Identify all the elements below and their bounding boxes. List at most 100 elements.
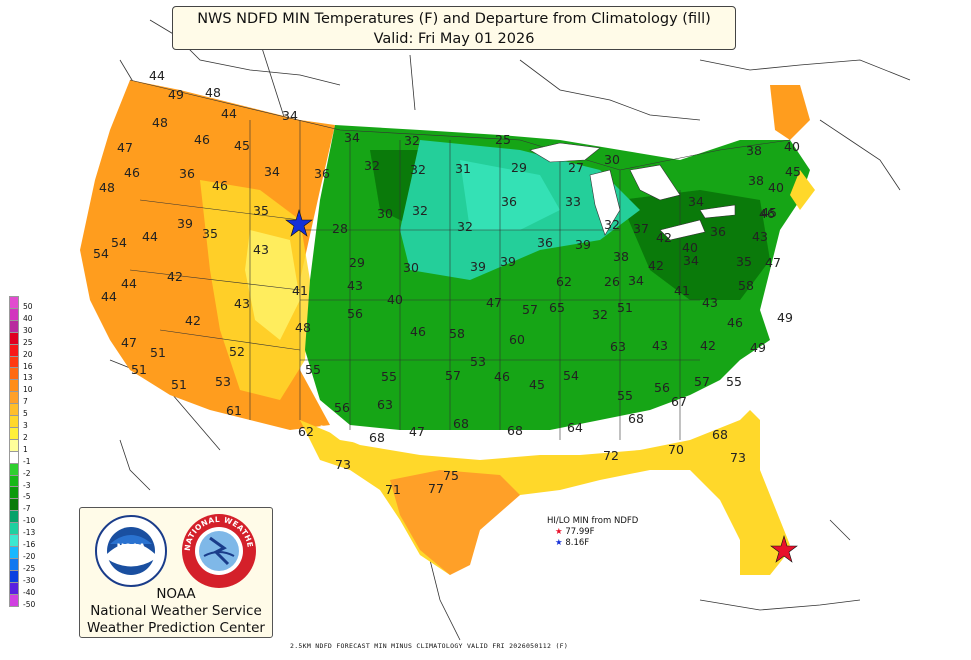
temperature-label: 56 — [654, 380, 670, 395]
temperature-label: 62 — [556, 274, 572, 289]
temperature-label: 32 — [404, 133, 420, 148]
temperature-label: 46 — [727, 315, 743, 330]
temperature-label: 46 — [759, 206, 775, 221]
legend-label: -40 — [23, 587, 36, 597]
temperature-label: 53 — [470, 354, 486, 369]
temperature-label: 68 — [369, 430, 385, 445]
temperature-label: 47 — [409, 424, 425, 439]
temperature-label: 57 — [522, 302, 538, 317]
temperature-label: 64 — [567, 420, 583, 435]
legend-label: 10 — [23, 385, 33, 395]
legend-label: 7 — [23, 397, 28, 407]
temperature-label: 28 — [332, 221, 348, 236]
temperature-label: 60 — [509, 332, 525, 347]
temperature-label: 47 — [486, 295, 502, 310]
temperature-label: 70 — [668, 442, 684, 457]
temperature-label: 47 — [117, 140, 133, 155]
temperature-label: 61 — [226, 403, 242, 418]
cool-light-teal — [460, 160, 560, 230]
temperature-label: 68 — [507, 423, 523, 438]
agency-logo-box: NOAA NATIONAL WEATHER SERVICE NOAA Natio… — [79, 507, 273, 638]
legend-label: 20 — [23, 349, 33, 359]
legend-label: 2 — [23, 432, 28, 442]
legend-label: 25 — [23, 337, 33, 347]
lo-star-icon: ★ — [555, 538, 563, 548]
warm-florida — [715, 440, 790, 575]
temperature-label: 30 — [403, 260, 419, 275]
temperature-label: 44 — [142, 229, 158, 244]
noaa-logo-icon: NOAA — [95, 515, 167, 587]
temperature-label: 45 — [785, 164, 801, 179]
temperature-label: 30 — [377, 206, 393, 221]
temperature-label: 45 — [234, 138, 250, 153]
temperature-label: 43 — [347, 278, 363, 293]
temperature-label: 77 — [428, 481, 444, 496]
temperature-label: 44 — [121, 276, 137, 291]
temperature-label: 34 — [344, 130, 360, 145]
temperature-label: 55 — [305, 362, 321, 377]
temperature-label: 39 — [575, 237, 591, 252]
temperature-label: 44 — [149, 68, 165, 83]
warm-texas-orange — [390, 470, 520, 575]
temperature-label: 36 — [537, 235, 553, 250]
legend-label: -30 — [23, 575, 36, 585]
temperature-label: 43 — [702, 295, 718, 310]
temperature-label: 45 — [529, 377, 545, 392]
legend-label: 16 — [23, 361, 33, 371]
temperature-label: 58 — [449, 326, 465, 341]
temperature-label: 41 — [674, 283, 690, 298]
noaa-badge-text: NOAA — [117, 543, 146, 553]
temperature-label: 48 — [205, 85, 221, 100]
temperature-label: 67 — [671, 394, 687, 409]
temperature-label: 53 — [215, 374, 231, 389]
valid-date: Valid: Fri May 01 2026 — [373, 31, 535, 47]
temperature-label: 36 — [314, 166, 330, 181]
temperature-label: 51 — [150, 345, 166, 360]
temperature-label: 58 — [738, 278, 754, 293]
map-title: NWS NDFD MIN Temperatures (F) and Depart… — [197, 11, 711, 27]
cool-dark-east — [620, 190, 770, 300]
temperature-label: 26 — [604, 274, 620, 289]
temperature-label: 56 — [347, 306, 363, 321]
temperature-label: 34 — [264, 164, 280, 179]
temperature-label: 32 — [457, 219, 473, 234]
temperature-label: 42 — [700, 338, 716, 353]
temperature-label: 42 — [185, 313, 201, 328]
temperature-label: 42 — [656, 230, 672, 245]
temperature-label: 35 — [253, 203, 269, 218]
legend-label: 1 — [23, 444, 28, 454]
temperature-label: 35 — [736, 254, 752, 269]
temperature-label: 48 — [295, 320, 311, 335]
warm-maine — [770, 85, 810, 140]
legend-label: -5 — [23, 492, 31, 502]
legend-label: -13 — [23, 528, 36, 538]
temperature-label: 55 — [381, 369, 397, 384]
temperature-label: 40 — [387, 292, 403, 307]
temperature-label: 35 — [202, 226, 218, 241]
legend-label: 13 — [23, 373, 33, 383]
temperature-label: 47 — [121, 335, 137, 350]
temperature-label: 75 — [443, 468, 459, 483]
temperature-label: 73 — [730, 450, 746, 465]
temperature-label: 54 — [93, 246, 109, 261]
temperature-label: 44 — [101, 289, 117, 304]
temperature-label: 40 — [682, 240, 698, 255]
legend-label: -7 — [23, 504, 31, 514]
map-title-box: NWS NDFD MIN Temperatures (F) and Depart… — [172, 6, 736, 50]
nws-logo-icon: NATIONAL WEATHER SERVICE — [180, 512, 256, 588]
temperature-label: 65 — [549, 300, 565, 315]
warm-west-light — [245, 230, 300, 340]
legend-label: 30 — [23, 325, 33, 335]
temperature-label: 33 — [565, 194, 581, 209]
temperature-label: 42 — [167, 269, 183, 284]
temperature-label: 29 — [511, 160, 527, 175]
temperature-label: 44 — [221, 106, 237, 121]
hilo-box: HI/LO MIN from NDFD ★ 77.99F ★ 8.16F — [547, 516, 638, 549]
hi-star-icon: ★ — [555, 527, 563, 537]
temperature-label: 52 — [229, 344, 245, 359]
temperature-label: 36 — [710, 224, 726, 239]
temperature-label: 57 — [694, 374, 710, 389]
footer-caption: 2.5KM NDFD FORECAST MIN MINUS CLIMATOLOG… — [290, 642, 569, 650]
legend-label: -16 — [23, 540, 36, 549]
temperature-label: 48 — [99, 180, 115, 195]
